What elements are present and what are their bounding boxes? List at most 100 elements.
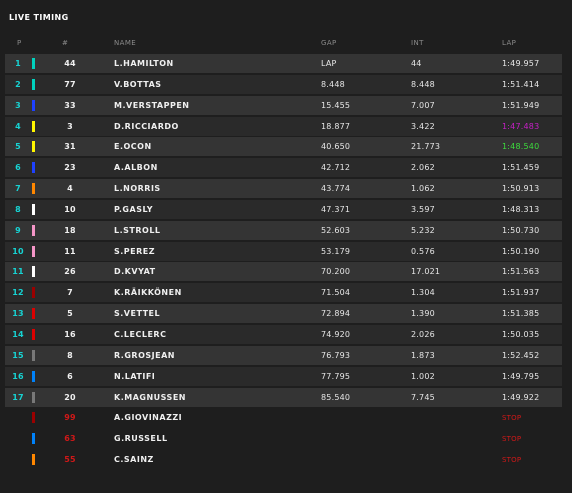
driver-name-cell: S.VETTEL bbox=[114, 309, 161, 319]
column-header-number[interactable]: # bbox=[62, 39, 69, 47]
driver-number-cell: 10 bbox=[64, 204, 76, 214]
last-lap-cell: 1:51.937 bbox=[502, 288, 540, 298]
gap-cell: 72.894 bbox=[321, 309, 351, 319]
team-color-bar bbox=[32, 58, 35, 69]
last-lap-cell: 1:51.414 bbox=[502, 79, 540, 89]
gap-cell: 52.603 bbox=[321, 225, 351, 235]
driver-number-cell: 63 bbox=[64, 434, 76, 444]
team-color-bar bbox=[32, 78, 35, 90]
driver-number-cell: 99 bbox=[64, 413, 76, 423]
last-lap-cell: 1:50.730 bbox=[502, 225, 540, 235]
driver-name-cell: C.SAINZ bbox=[114, 455, 154, 465]
table-row[interactable]: 17 20 K.MAGNUSSEN 85.540 7.745 1:49.922 bbox=[5, 387, 562, 407]
column-header-lap[interactable]: LAP bbox=[502, 39, 517, 47]
column-header-name[interactable]: NAME bbox=[114, 39, 137, 47]
table-row[interactable]: 15 8 R.GROSJEAN 76.793 1.873 1:52.452 bbox=[5, 345, 562, 365]
gap-cell: LAP bbox=[321, 59, 337, 68]
interval-cell: 3.422 bbox=[411, 121, 435, 131]
driver-name-cell: V.BOTTAS bbox=[114, 79, 162, 89]
driver-number-cell: 55 bbox=[64, 455, 76, 465]
table-row[interactable]: 9 18 L.STROLL 52.603 5.232 1:50.730 bbox=[5, 220, 562, 240]
table-row[interactable]: 3 33 M.VERSTAPPEN 15.455 7.007 1:51.949 bbox=[5, 95, 562, 115]
team-color-bar bbox=[32, 349, 35, 361]
table-row[interactable]: 2 77 V.BOTTAS 8.448 8.448 1:51.414 bbox=[5, 74, 562, 94]
driver-number-cell: 77 bbox=[64, 79, 76, 89]
table-row[interactable]: 8 10 P.GASLY 47.371 3.597 1:48.313 bbox=[5, 199, 562, 219]
driver-number-cell: 31 bbox=[64, 142, 76, 152]
interval-cell: 1.873 bbox=[411, 350, 435, 360]
interval-cell: 1.002 bbox=[411, 371, 435, 381]
position-cell: 16 bbox=[12, 371, 24, 381]
driver-number-cell: 33 bbox=[64, 100, 76, 110]
table-row[interactable]: 5 31 E.OCON 40.650 21.773 1:48.540 bbox=[5, 137, 562, 157]
last-lap-cell: 1:50.913 bbox=[502, 184, 540, 194]
table-row[interactable]: 6 23 A.ALBON 42.712 2.062 1:51.459 bbox=[5, 158, 562, 178]
driver-number-cell: 20 bbox=[64, 392, 76, 402]
column-header-position[interactable]: P bbox=[17, 39, 22, 47]
position-cell: 7 bbox=[15, 184, 21, 194]
team-color-bar bbox=[32, 266, 35, 278]
position-cell: 14 bbox=[12, 329, 24, 339]
table-row[interactable]: 10 11 S.PEREZ 53.179 0.576 1:50.190 bbox=[5, 241, 562, 261]
gap-cell: 42.712 bbox=[321, 163, 351, 173]
driver-number-cell: 7 bbox=[67, 288, 73, 298]
table-row[interactable]: 12 7 K.RÄIKKÖNEN 71.504 1.304 1:51.937 bbox=[5, 283, 562, 303]
column-header-interval[interactable]: INT bbox=[411, 39, 424, 47]
interval-cell: 1.304 bbox=[411, 288, 435, 298]
table-row[interactable]: 16 6 N.LATIFI 77.795 1.002 1:49.795 bbox=[5, 366, 562, 386]
team-color-bar bbox=[32, 99, 35, 111]
driver-name-cell: P.GASLY bbox=[114, 204, 154, 214]
driver-number-cell: 5 bbox=[67, 309, 73, 319]
team-color-bar bbox=[32, 412, 35, 424]
table-row[interactable]: 55 C.SAINZ STOP bbox=[5, 450, 562, 469]
driver-name-cell: N.LATIFI bbox=[114, 371, 156, 381]
table-row[interactable]: 13 5 S.VETTEL 72.894 1.390 1:51.385 bbox=[5, 304, 562, 324]
table-row[interactable]: 7 4 L.NORRIS 43.774 1.062 1:50.913 bbox=[5, 179, 562, 199]
position-cell: 12 bbox=[12, 288, 24, 298]
last-lap-cell: 1:48.313 bbox=[502, 204, 540, 214]
interval-cell: 44 bbox=[411, 59, 422, 68]
table-row[interactable]: 11 26 D.KVYAT 70.200 17.021 1:51.563 bbox=[5, 262, 562, 282]
driver-name-cell: D.RICCIARDO bbox=[114, 121, 179, 131]
driver-number-cell: 11 bbox=[64, 246, 76, 256]
position-cell: 5 bbox=[15, 142, 21, 152]
gap-cell: 53.179 bbox=[321, 246, 351, 256]
driver-number-cell: 3 bbox=[67, 121, 73, 131]
table-header: P # NAME GAP INT LAP bbox=[0, 39, 572, 51]
last-lap-cell: 1:47.483 bbox=[502, 121, 540, 131]
position-cell: 4 bbox=[15, 121, 21, 131]
gap-cell: 74.920 bbox=[321, 329, 351, 339]
table-row[interactable]: 99 A.GIOVINAZZI STOP bbox=[5, 408, 562, 427]
driver-name-cell: S.PEREZ bbox=[114, 246, 156, 256]
column-header-gap[interactable]: GAP bbox=[321, 39, 337, 47]
team-color-bar bbox=[32, 370, 35, 382]
team-color-bar bbox=[32, 245, 35, 257]
driver-name-cell: G.RUSSELL bbox=[114, 434, 168, 444]
last-lap-cell: 1:48.540 bbox=[502, 142, 540, 152]
table-row[interactable]: 4 3 D.RICCIARDO 18.877 3.422 1:47.483 bbox=[5, 116, 562, 136]
driver-number-cell: 23 bbox=[64, 163, 76, 173]
interval-cell: 21.773 bbox=[411, 142, 441, 152]
driver-number-cell: 26 bbox=[64, 267, 76, 277]
team-color-bar bbox=[32, 391, 35, 403]
last-lap-cell: STOP bbox=[502, 414, 522, 423]
position-cell: 6 bbox=[15, 163, 21, 173]
position-cell: 9 bbox=[15, 225, 21, 235]
table-row[interactable]: 63 G.RUSSELL STOP bbox=[5, 429, 562, 448]
interval-cell: 7.745 bbox=[411, 392, 435, 402]
driver-name-cell: L.NORRIS bbox=[114, 184, 161, 194]
team-color-bar bbox=[32, 287, 35, 299]
driver-name-cell: R.GROSJEAN bbox=[114, 350, 175, 360]
team-color-bar bbox=[32, 308, 35, 320]
timing-table: 1 44 L.HAMILTON LAP 44 1:49.957 2 77 V.BOTTAS 8.4… bbox=[5, 54, 562, 471]
driver-number-cell: 6 bbox=[67, 371, 73, 381]
team-color-bar bbox=[32, 224, 35, 236]
last-lap-cell: 1:51.385 bbox=[502, 309, 540, 319]
table-row[interactable]: 1 44 L.HAMILTON LAP 44 1:49.957 bbox=[5, 54, 562, 73]
driver-number-cell: 16 bbox=[64, 329, 76, 339]
page-title: LIVE TIMING bbox=[9, 13, 69, 22]
last-lap-cell: 1:49.922 bbox=[502, 392, 540, 402]
table-row[interactable]: 14 16 C.LECLERC 74.920 2.026 1:50.035 bbox=[5, 324, 562, 344]
last-lap-cell: 1:51.459 bbox=[502, 163, 540, 173]
driver-name-cell: L.STROLL bbox=[114, 225, 161, 235]
